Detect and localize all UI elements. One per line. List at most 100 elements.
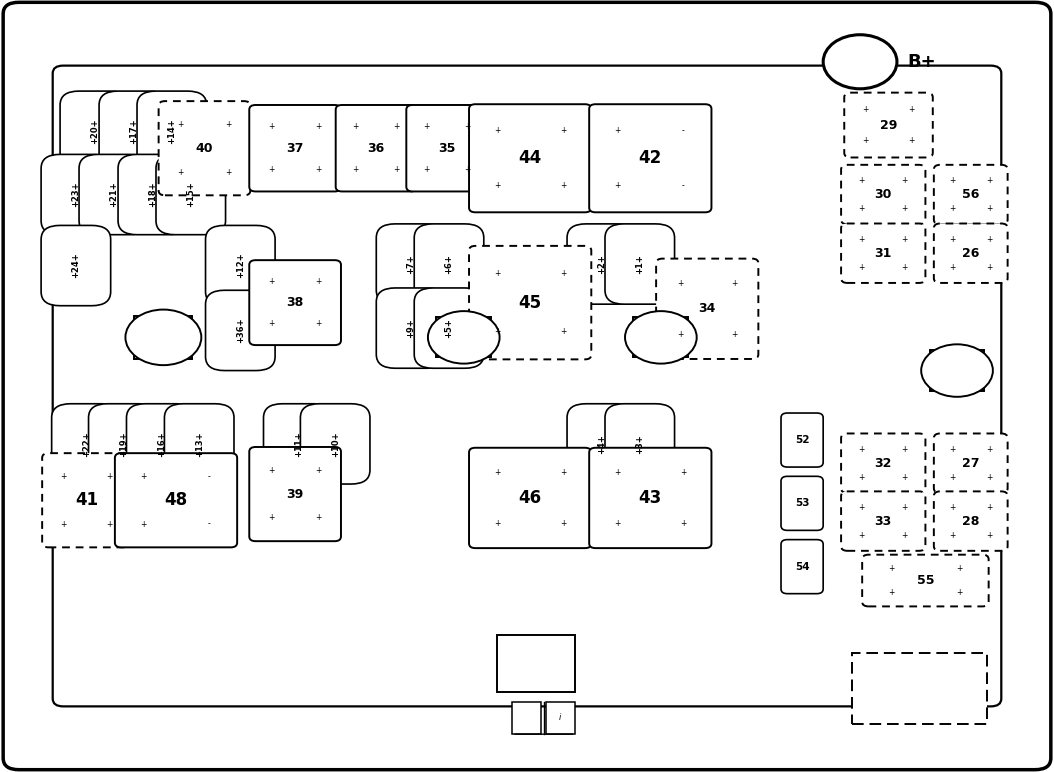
FancyBboxPatch shape xyxy=(115,453,237,547)
Text: +: + xyxy=(268,122,275,131)
Text: +: + xyxy=(985,262,992,272)
Text: 41: 41 xyxy=(75,491,98,510)
Text: 33: 33 xyxy=(875,515,892,527)
FancyBboxPatch shape xyxy=(41,225,111,306)
Text: +: + xyxy=(985,530,992,540)
Text: +: + xyxy=(464,122,471,131)
Text: +5+: +5+ xyxy=(445,318,453,338)
Text: 30: 30 xyxy=(875,188,892,201)
Text: +18+: +18+ xyxy=(149,181,157,208)
Text: +: + xyxy=(315,122,323,131)
Text: +: + xyxy=(423,165,430,174)
Text: 34: 34 xyxy=(699,303,716,315)
FancyBboxPatch shape xyxy=(52,404,121,484)
Text: +20+: +20+ xyxy=(91,118,99,144)
Text: +: + xyxy=(985,445,992,454)
Text: 55: 55 xyxy=(917,574,934,587)
Text: +: + xyxy=(268,277,275,286)
FancyBboxPatch shape xyxy=(137,91,207,171)
Text: +: + xyxy=(315,165,323,174)
Text: +: + xyxy=(950,262,956,272)
Text: +: + xyxy=(315,320,323,328)
Bar xyxy=(546,702,574,734)
Text: +: + xyxy=(614,181,621,191)
Text: +: + xyxy=(494,468,501,477)
Text: +: + xyxy=(560,468,566,477)
Text: +: + xyxy=(393,165,401,174)
FancyBboxPatch shape xyxy=(934,491,1008,551)
Text: +10+: +10+ xyxy=(331,431,339,457)
Text: +: + xyxy=(106,520,113,529)
Text: +: + xyxy=(859,204,865,213)
Text: +3+: +3+ xyxy=(636,434,644,454)
Text: +: + xyxy=(950,204,956,213)
Text: +: + xyxy=(950,472,956,482)
FancyBboxPatch shape xyxy=(118,154,188,235)
Text: -: - xyxy=(682,126,685,135)
Text: +: + xyxy=(494,126,501,135)
Text: +17+: +17+ xyxy=(130,118,138,144)
Text: +: + xyxy=(909,105,915,114)
Text: 52: 52 xyxy=(795,435,809,445)
Text: 36: 36 xyxy=(368,142,385,154)
Text: +: + xyxy=(680,468,686,477)
Circle shape xyxy=(823,35,897,89)
Text: +: + xyxy=(352,122,359,131)
FancyBboxPatch shape xyxy=(376,288,446,368)
Text: 29: 29 xyxy=(880,119,897,131)
Text: 53: 53 xyxy=(795,499,809,508)
Text: +: + xyxy=(859,530,865,540)
Text: 32: 32 xyxy=(875,457,892,469)
Text: +: + xyxy=(677,279,684,288)
Text: +: + xyxy=(352,165,359,174)
FancyBboxPatch shape xyxy=(469,245,591,360)
FancyBboxPatch shape xyxy=(567,404,637,484)
Text: +: + xyxy=(859,262,865,272)
Text: +: + xyxy=(985,204,992,213)
Text: +: + xyxy=(985,503,992,512)
FancyBboxPatch shape xyxy=(41,154,111,235)
Bar xyxy=(633,317,688,357)
Text: +: + xyxy=(901,176,907,185)
Text: +: + xyxy=(60,472,66,481)
Bar xyxy=(852,653,987,724)
Text: +: + xyxy=(494,327,501,337)
Text: +: + xyxy=(950,503,956,512)
Text: 26: 26 xyxy=(962,247,979,259)
Text: +: + xyxy=(560,519,566,528)
Text: i: i xyxy=(559,713,561,723)
Text: +: + xyxy=(315,513,323,523)
FancyBboxPatch shape xyxy=(250,260,341,345)
Text: +: + xyxy=(730,279,738,288)
Text: +16+: +16+ xyxy=(157,431,165,457)
Text: +: + xyxy=(901,235,907,244)
Text: +: + xyxy=(225,120,232,129)
Text: +: + xyxy=(985,235,992,244)
FancyBboxPatch shape xyxy=(469,104,591,212)
Text: +36+: +36+ xyxy=(236,317,245,344)
FancyBboxPatch shape xyxy=(99,91,169,171)
FancyBboxPatch shape xyxy=(60,91,130,171)
Text: +: + xyxy=(985,472,992,482)
Text: 48: 48 xyxy=(164,491,188,510)
Text: 35: 35 xyxy=(438,142,455,154)
Text: 28: 28 xyxy=(962,515,979,527)
Text: +: + xyxy=(950,176,956,185)
Circle shape xyxy=(428,311,500,364)
Text: +23+: +23+ xyxy=(72,181,80,208)
Text: +22+: +22+ xyxy=(82,431,91,457)
Text: 39: 39 xyxy=(287,488,304,500)
Text: +: + xyxy=(140,520,147,529)
FancyBboxPatch shape xyxy=(656,259,759,359)
Text: +: + xyxy=(901,445,907,454)
FancyBboxPatch shape xyxy=(414,224,484,304)
Text: +: + xyxy=(106,472,113,481)
Text: +: + xyxy=(268,466,275,475)
FancyBboxPatch shape xyxy=(156,154,226,235)
Text: +14+: +14+ xyxy=(168,118,176,144)
Text: 44: 44 xyxy=(519,149,542,168)
Text: +: + xyxy=(677,330,684,339)
FancyBboxPatch shape xyxy=(934,224,1008,283)
FancyBboxPatch shape xyxy=(414,288,484,368)
Text: -: - xyxy=(208,472,211,481)
